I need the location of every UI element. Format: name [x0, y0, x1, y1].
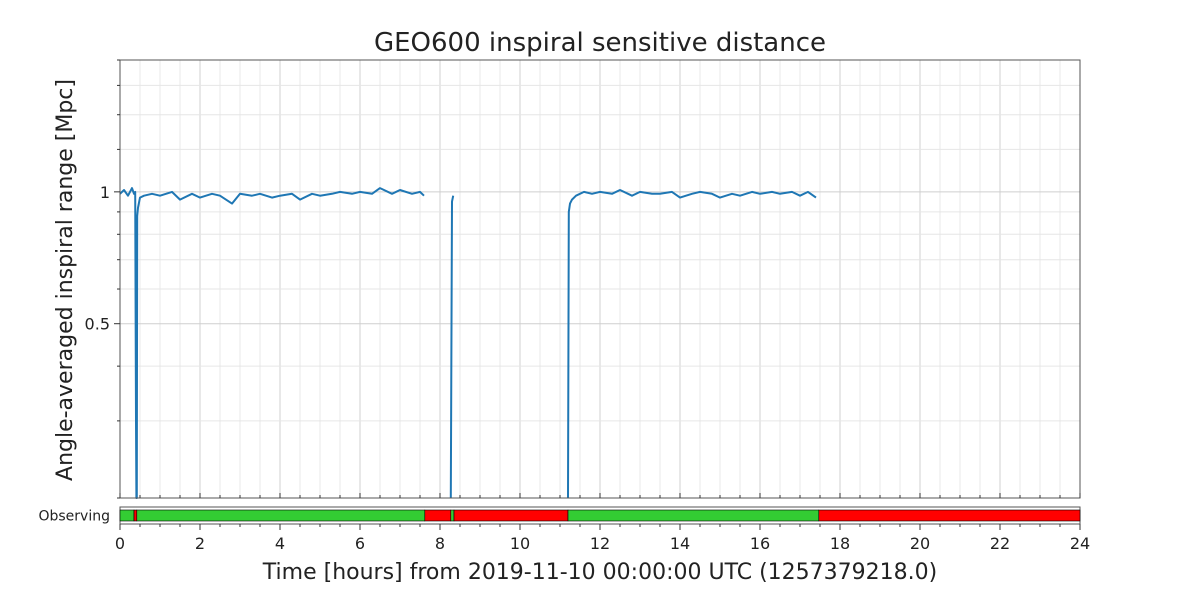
series-line-segment: [119, 187, 425, 499]
segment-off: [818, 509, 1081, 522]
y-axis-ticks: 0.51: [85, 59, 120, 499]
y-tick-label: 0.5: [85, 315, 110, 334]
x-tick-label: 8: [435, 534, 445, 553]
segment-on: [136, 509, 426, 522]
segment-on: [119, 509, 135, 522]
series-line-segment: [567, 189, 817, 499]
y-axis-label: Angle-averaged inspiral range [Mpc]: [53, 79, 78, 481]
segment-off: [424, 509, 452, 522]
segment-off: [133, 509, 138, 522]
segment-on: [567, 509, 820, 522]
x-tick-label: 6: [355, 534, 365, 553]
segment-on: [450, 509, 455, 522]
x-tick-label: 12: [590, 534, 610, 553]
segment-bar-label: Observing: [38, 509, 110, 525]
x-tick-label: 10: [510, 534, 530, 553]
grid-lines: [119, 59, 1081, 499]
chart-title: GEO600 inspiral sensitive distance: [374, 28, 826, 58]
y-tick-label: 1: [100, 183, 110, 202]
x-tick-label: 20: [910, 534, 930, 553]
series-line-segment: [449, 195, 455, 499]
x-tick-label: 14: [670, 534, 690, 553]
x-tick-label: 22: [990, 534, 1010, 553]
x-tick-label: 16: [750, 534, 770, 553]
x-tick-label: 4: [275, 534, 285, 553]
x-tick-label: 2: [195, 534, 205, 553]
series-lines: [119, 187, 817, 499]
x-axis-label: Time [hours] from 2019-11-10 00:00:00 UT…: [262, 560, 937, 585]
x-axis-ticks: 0 2 4 6 8 10 12 14 16 18 20 22 24: [115, 493, 1090, 553]
segment-bar: [119, 506, 1081, 525]
x-tick-label: 0: [115, 534, 125, 553]
x-tick-label: 18: [830, 534, 850, 553]
segment-off: [453, 509, 569, 522]
x-tick-label: 24: [1070, 534, 1090, 553]
